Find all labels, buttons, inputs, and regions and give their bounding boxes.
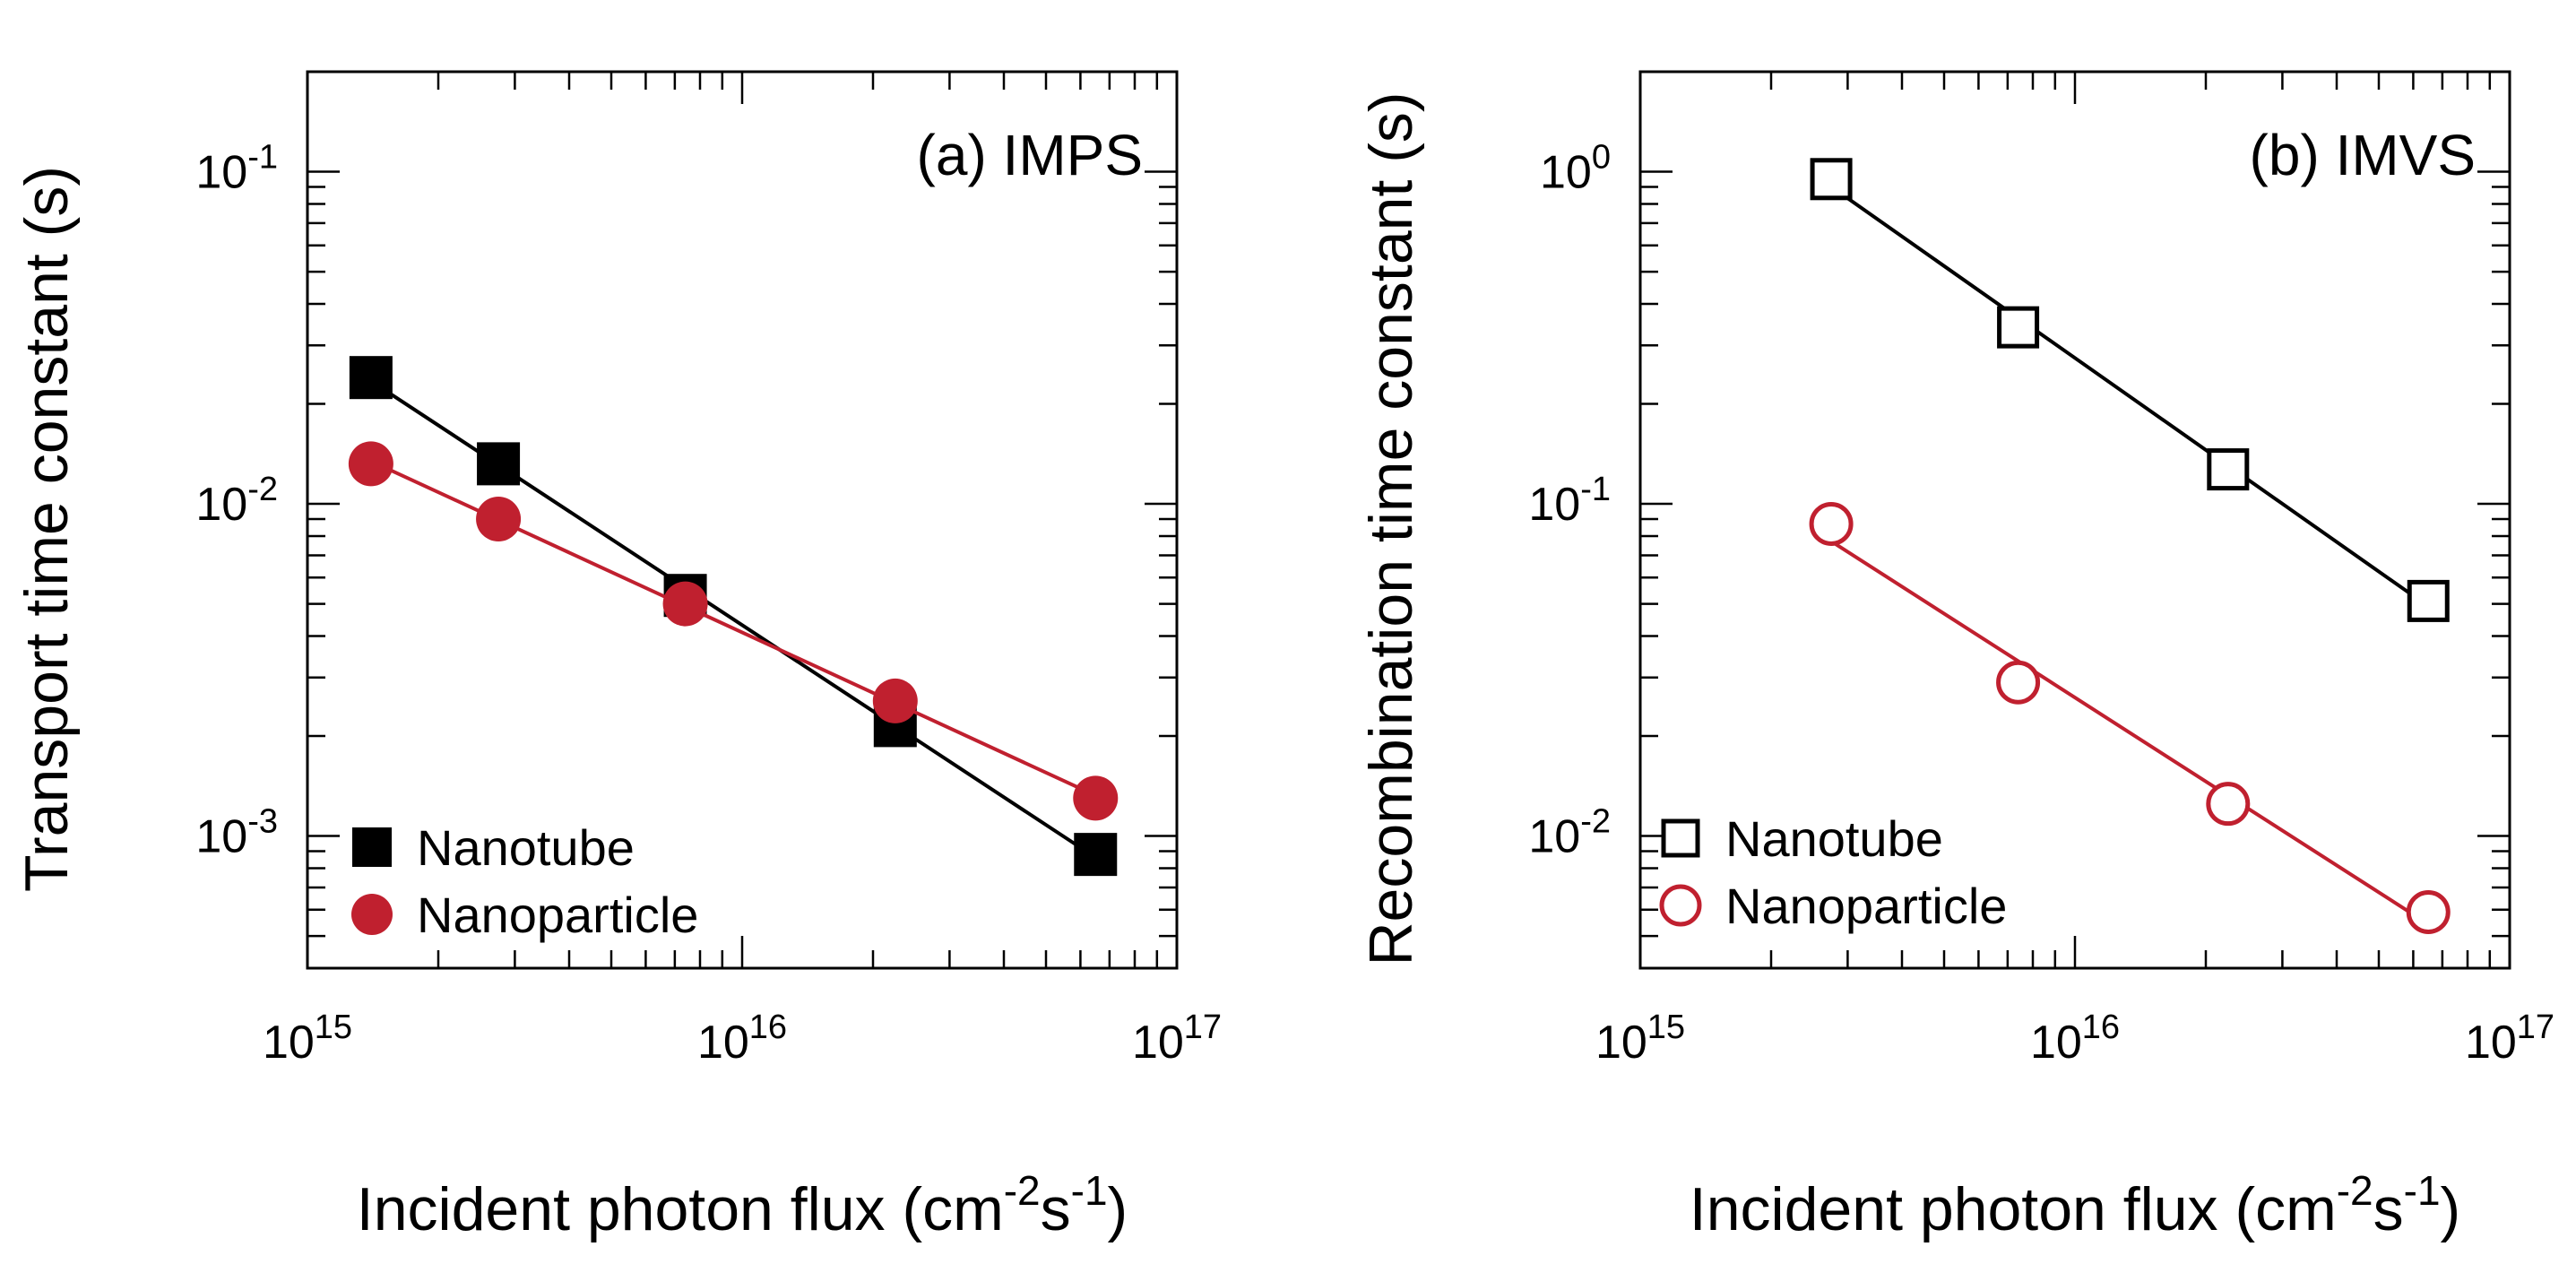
data-point-nanoparticle bbox=[1996, 660, 2041, 705]
y-tick-label: 10-3 bbox=[195, 803, 278, 863]
y-tick-label-exponent: -1 bbox=[1580, 471, 1611, 508]
data-point-nanoparticle bbox=[872, 678, 918, 723]
x-tick-label: 1016 bbox=[2030, 1009, 2120, 1069]
x-tick-label-base: 10 bbox=[263, 1017, 315, 1069]
y-tick-label-exponent: -2 bbox=[247, 471, 278, 508]
y-axis-label: Transport time constant (s) bbox=[13, 166, 81, 892]
y-tick-label-exponent: -2 bbox=[1580, 803, 1611, 841]
legend-marker-nanoparticle bbox=[351, 894, 393, 935]
x-axis-label-text: Incident photon flux (cm bbox=[1690, 1175, 2337, 1243]
x-tick-label-base: 10 bbox=[697, 1017, 749, 1069]
data-point-nanotube bbox=[2407, 579, 2450, 622]
x-axis-label-text: Incident photon flux (cm bbox=[357, 1175, 1004, 1243]
legend-marker-nanotube bbox=[352, 827, 392, 867]
y-tick-label: 10-2 bbox=[1528, 803, 1611, 863]
x-axis-label-sup: -1 bbox=[2404, 1167, 2441, 1214]
data-point-nanoparticle bbox=[662, 581, 708, 627]
data-point-nanoparticle bbox=[1809, 501, 1854, 546]
y-tick-label-base: 10 bbox=[1540, 147, 1592, 199]
x-tick-label-base: 10 bbox=[2465, 1017, 2517, 1069]
data-point-nanoparticle bbox=[2206, 782, 2251, 827]
x-tick-label-base: 10 bbox=[1132, 1017, 1184, 1069]
x-axis-label-text: s bbox=[1041, 1175, 1071, 1243]
fit-line-nanotube bbox=[1829, 185, 2430, 609]
x-tick-label-exponent: 17 bbox=[2517, 1009, 2554, 1046]
x-axis-label: Incident photon flux (cm-2s-1) bbox=[357, 1167, 1128, 1243]
panel-title: (b) IMVS bbox=[2250, 123, 2476, 187]
data-point-nanotube bbox=[477, 442, 521, 486]
x-axis-label-sup: -2 bbox=[1004, 1167, 1041, 1214]
y-tick-label: 10-1 bbox=[195, 139, 278, 199]
data-point-nanoparticle bbox=[1073, 775, 1119, 821]
x-axis-label-sup: -1 bbox=[1071, 1167, 1108, 1214]
legend-label-nanoparticle: Nanoparticle bbox=[417, 887, 698, 943]
x-tick-label-exponent: 15 bbox=[1647, 1009, 1685, 1046]
data-point-nanotube bbox=[349, 356, 393, 400]
y-tick-label: 100 bbox=[1540, 139, 1611, 199]
x-axis-label-text: s bbox=[2373, 1175, 2404, 1243]
data-point-nanotube bbox=[2207, 448, 2250, 491]
x-tick-label: 1015 bbox=[1595, 1009, 1685, 1069]
fit-line-nanoparticle bbox=[1829, 540, 2430, 926]
x-tick-label: 1017 bbox=[1132, 1009, 1222, 1069]
y-tick-label-base: 10 bbox=[195, 479, 247, 531]
y-tick-label-base: 10 bbox=[1528, 811, 1580, 863]
data-point-nanotube bbox=[1810, 158, 1853, 201]
x-axis-label-text: ) bbox=[1108, 1175, 1128, 1243]
y-tick-label-base: 10 bbox=[1528, 479, 1580, 531]
data-point-nanotube bbox=[1074, 833, 1118, 877]
y-tick-label-exponent: 0 bbox=[1592, 139, 1611, 177]
data-point-nanotube bbox=[1997, 306, 2040, 349]
legend-marker-nanotube bbox=[1661, 818, 1700, 858]
x-tick-label-exponent: 15 bbox=[315, 1009, 352, 1046]
y-tick-label: 10-1 bbox=[1528, 471, 1611, 531]
x-axis-label: Incident photon flux (cm-2s-1) bbox=[1690, 1167, 2460, 1243]
panel-title: (a) IMPS bbox=[917, 123, 1143, 187]
data-point-nanoparticle bbox=[348, 441, 393, 487]
x-tick-label-exponent: 16 bbox=[749, 1009, 787, 1046]
y-tick-label-exponent: -3 bbox=[247, 803, 278, 841]
x-axis-label-sup: -2 bbox=[2337, 1167, 2373, 1214]
y-tick-label: 10-2 bbox=[195, 471, 278, 531]
x-tick-label-base: 10 bbox=[1595, 1017, 1647, 1069]
y-tick-label-base: 10 bbox=[195, 147, 247, 199]
legend-label-nanotube: Nanotube bbox=[1725, 810, 1943, 867]
y-axis-label: Recombination time constant (s) bbox=[1357, 91, 1425, 965]
x-tick-label: 1017 bbox=[2465, 1009, 2554, 1069]
y-tick-label-exponent: -1 bbox=[247, 139, 278, 177]
legend-marker-nanoparticle bbox=[1659, 884, 1702, 927]
x-tick-label: 1015 bbox=[263, 1009, 352, 1069]
x-tick-label: 1016 bbox=[697, 1009, 787, 1069]
y-tick-label-base: 10 bbox=[195, 811, 247, 863]
x-tick-label-base: 10 bbox=[2030, 1017, 2082, 1069]
legend-label-nanoparticle: Nanoparticle bbox=[1725, 878, 2007, 934]
x-tick-label-exponent: 16 bbox=[2082, 1009, 2120, 1046]
x-axis-label-text: ) bbox=[2441, 1175, 2461, 1243]
data-point-nanoparticle bbox=[476, 497, 522, 542]
x-tick-label-exponent: 17 bbox=[1184, 1009, 1222, 1046]
legend-label-nanotube: Nanotube bbox=[417, 819, 635, 876]
data-point-nanoparticle bbox=[2406, 889, 2451, 934]
